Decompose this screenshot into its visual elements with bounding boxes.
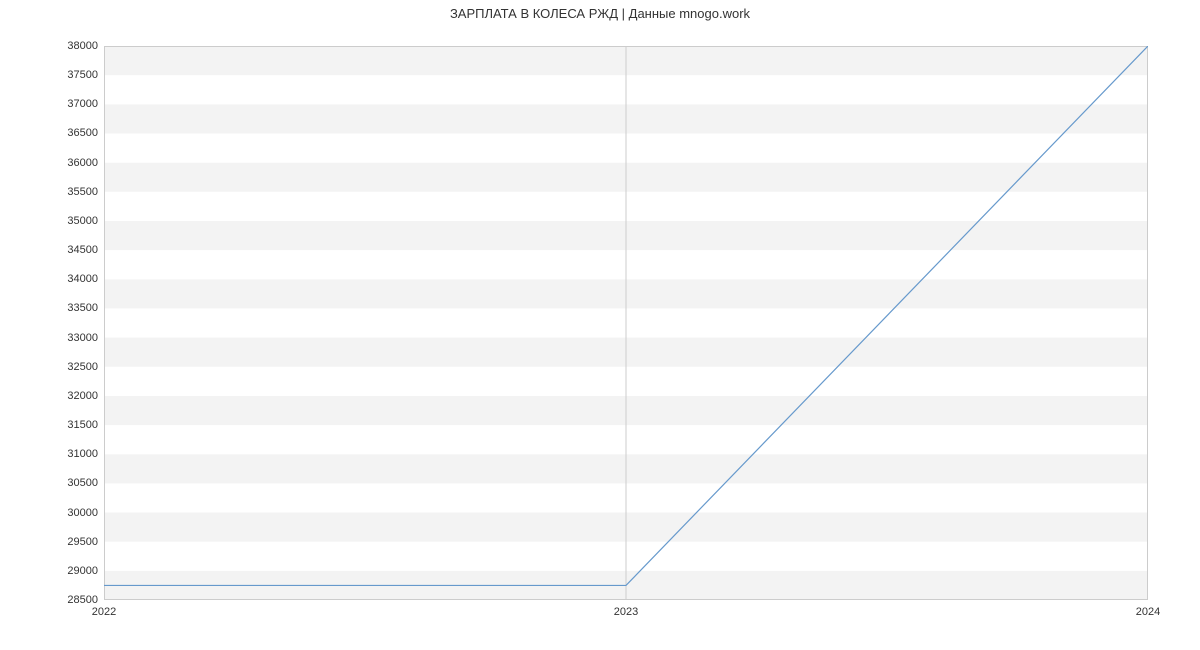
y-tick-label: 35000 (67, 215, 104, 227)
y-tick-label: 31000 (67, 448, 104, 460)
y-tick-label: 33000 (67, 332, 104, 344)
chart-title: ЗАРПЛАТА В КОЛЕСА РЖД | Данные mnogo.wor… (0, 6, 1200, 21)
y-tick-label: 36500 (67, 127, 104, 139)
y-tick-label: 32000 (67, 390, 104, 402)
y-tick-label: 37000 (67, 98, 104, 110)
y-tick-label: 35500 (67, 186, 104, 198)
x-tick-label: 2023 (614, 600, 638, 618)
y-tick-label: 34500 (67, 244, 104, 256)
plot-svg (104, 46, 1148, 600)
y-tick-label: 30000 (67, 507, 104, 519)
x-tick-label: 2022 (92, 600, 116, 618)
y-tick-label: 32500 (67, 361, 104, 373)
y-tick-label: 31500 (67, 419, 104, 431)
y-tick-label: 30500 (67, 477, 104, 489)
y-tick-label: 37500 (67, 69, 104, 81)
y-tick-label: 33500 (67, 302, 104, 314)
y-tick-label: 29000 (67, 565, 104, 577)
y-tick-label: 34000 (67, 273, 104, 285)
plot-area: 2850029000295003000030500310003150032000… (104, 46, 1148, 600)
salary-chart: ЗАРПЛАТА В КОЛЕСА РЖД | Данные mnogo.wor… (0, 0, 1200, 650)
y-tick-label: 29500 (67, 536, 104, 548)
x-tick-label: 2024 (1136, 600, 1160, 618)
y-tick-label: 38000 (67, 40, 104, 52)
y-tick-label: 36000 (67, 157, 104, 169)
